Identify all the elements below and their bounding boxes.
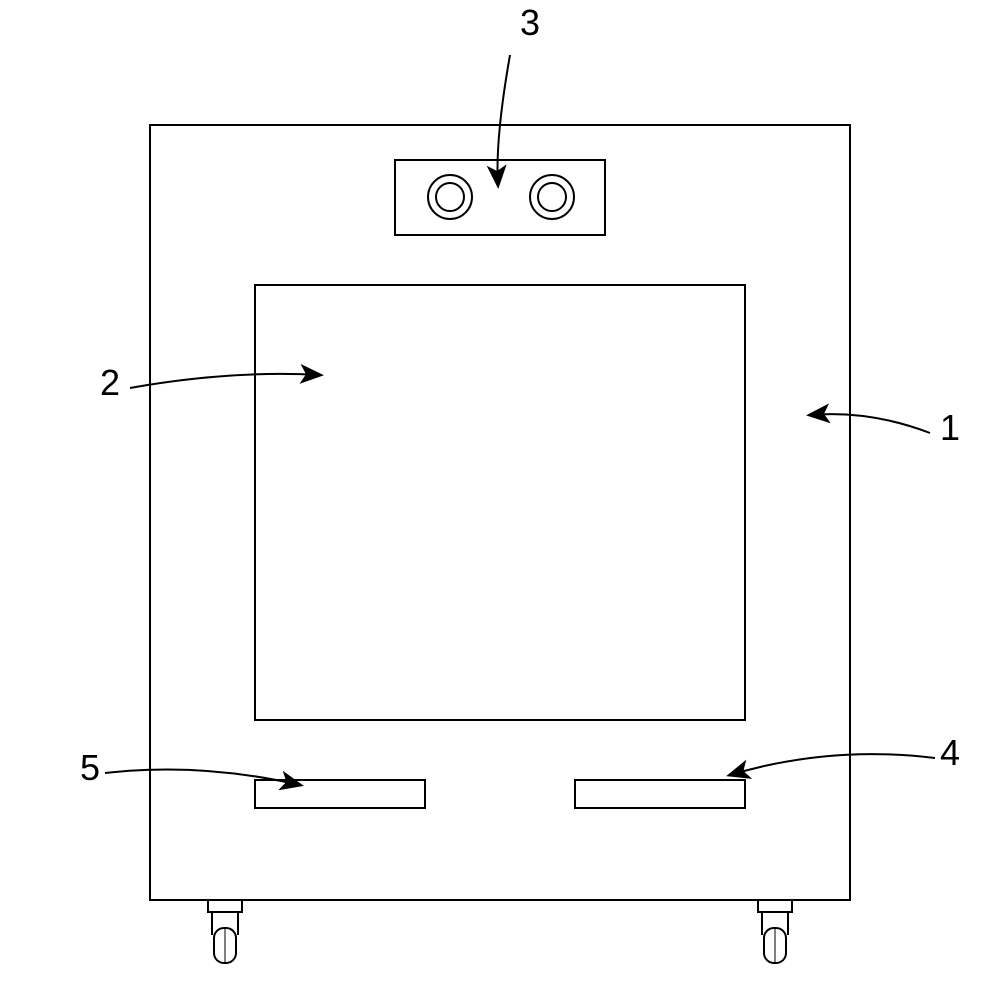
label-1: 1 bbox=[940, 407, 960, 448]
button-right-inner bbox=[538, 183, 566, 211]
wheel-left bbox=[208, 900, 242, 963]
button-left-inner bbox=[436, 183, 464, 211]
label-4: 4 bbox=[940, 732, 960, 773]
slot-left bbox=[255, 780, 425, 808]
label-3: 3 bbox=[520, 2, 540, 43]
label-5: 5 bbox=[80, 747, 100, 788]
technical-diagram: 1 2 3 4 5 bbox=[0, 0, 1000, 998]
wheel-right bbox=[758, 900, 792, 963]
button-left-outer bbox=[428, 175, 472, 219]
diagram-svg: 1 2 3 4 5 bbox=[0, 0, 1000, 998]
slot-right bbox=[575, 780, 745, 808]
leader-line-4 bbox=[730, 754, 935, 775]
label-2: 2 bbox=[100, 362, 120, 403]
leader-line-2 bbox=[130, 374, 320, 388]
display-window bbox=[255, 285, 745, 720]
leader-line-3 bbox=[498, 55, 511, 185]
button-right-outer bbox=[530, 175, 574, 219]
leader-line-1 bbox=[810, 414, 930, 433]
leader-line-5 bbox=[105, 769, 300, 785]
